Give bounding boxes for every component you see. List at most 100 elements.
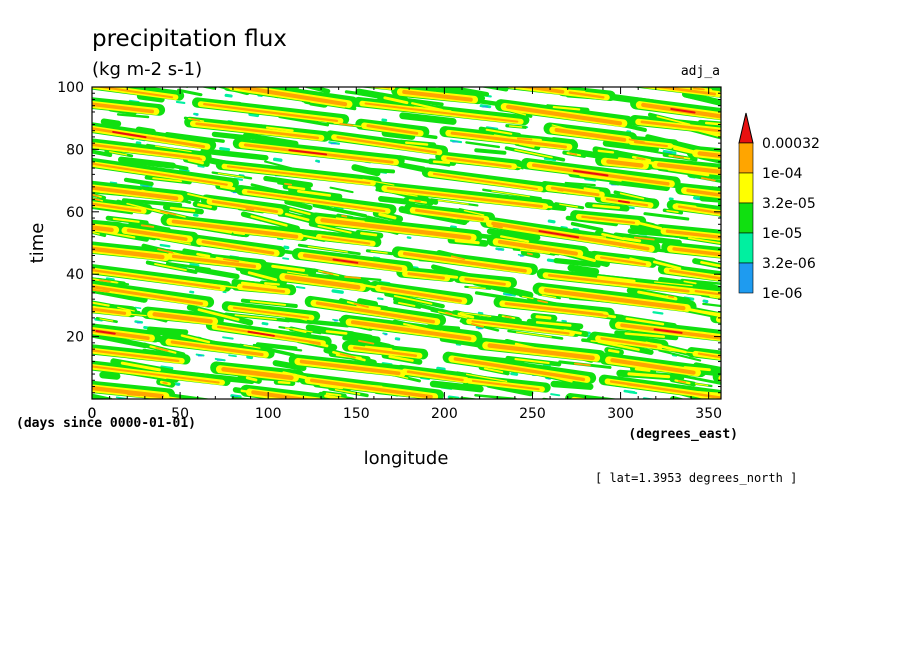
- field-streak: [100, 118, 122, 127]
- field-streak: [595, 313, 609, 317]
- field-streak: [264, 282, 280, 286]
- field-streak: [307, 245, 348, 253]
- field-streak: [284, 182, 293, 186]
- field-streak: [526, 492, 661, 507]
- field-streak: [535, 321, 572, 327]
- field-streak: [134, 320, 144, 324]
- field-streak: [710, 186, 721, 194]
- field-streak: [238, 81, 243, 82]
- field-streak: [242, 285, 286, 293]
- field-streak: [549, 80, 579, 83]
- field-streak: [398, 155, 451, 167]
- field-streak: [375, 467, 526, 488]
- field-streak: [517, 253, 525, 257]
- field-streak: [462, 423, 550, 437]
- field-streak: [677, 380, 687, 384]
- field-streak: [282, 257, 290, 260]
- field-streak: [553, 258, 601, 268]
- field-streak: [702, 302, 721, 308]
- field-streak: [617, 200, 630, 204]
- field-streak: [216, 59, 328, 74]
- field-streak: [510, 372, 519, 376]
- field-streak: [92, 102, 155, 114]
- field-streak: [323, 0, 474, 20]
- field-streak: [92, 225, 114, 233]
- field-streak: [74, 4, 212, 23]
- field-streak: [238, 174, 245, 177]
- field-streak: [317, 224, 352, 234]
- field-streak: [724, 152, 732, 153]
- field-streak: [200, 87, 217, 90]
- field-streak: [295, 285, 306, 289]
- field-streak: [712, 371, 721, 383]
- field-streak: [322, 404, 334, 406]
- field-streak: [535, 75, 584, 83]
- field-streak: [168, 82, 183, 86]
- field-streak: [653, 328, 683, 334]
- field-streak: [332, 258, 359, 264]
- field-streak: [560, 226, 568, 230]
- field-streak: [450, 225, 457, 230]
- field-streak: [230, 394, 242, 399]
- field-streak: [190, 82, 200, 84]
- field-streak: [166, 396, 181, 399]
- field-streak: [627, 372, 671, 379]
- field-streak: [497, 239, 578, 256]
- field-streak: [245, 208, 255, 211]
- field-streak: [325, 330, 348, 335]
- field-streak: [415, 63, 436, 67]
- field-streak: [364, 102, 519, 123]
- field-streak: [588, 459, 657, 469]
- y-tick-label: 40: [66, 267, 84, 283]
- field-streak: [211, 200, 279, 214]
- field-streak: [731, 299, 763, 304]
- field-streak: [431, 34, 569, 53]
- field-streak: [204, 282, 240, 289]
- field-streak: [309, 378, 433, 399]
- y-tick-label: 100: [57, 80, 84, 96]
- field-streak: [171, 219, 299, 239]
- field-streak: [726, 127, 731, 128]
- field-streak: [92, 185, 179, 201]
- field-streak: [360, 232, 378, 237]
- field-streak: [541, 397, 553, 399]
- field-streak: [378, 212, 397, 220]
- field-streak: [607, 349, 620, 354]
- field-streak: [117, 156, 176, 169]
- field-streak: [92, 202, 142, 213]
- field-streak: [144, 0, 245, 1]
- field-streak: [454, 239, 480, 245]
- field-streak: [683, 366, 711, 372]
- field-streak: [406, 98, 444, 107]
- field-streak: [412, 407, 420, 409]
- field-streak: [619, 192, 645, 200]
- field-streak: [538, 230, 580, 239]
- field-streak: [247, 190, 386, 213]
- field-streak: [392, 69, 493, 82]
- field-streak: [92, 332, 148, 349]
- field-streak: [652, 260, 682, 270]
- field-streak: [320, 218, 472, 240]
- field-streak: [683, 392, 710, 399]
- y-tick-label: 60: [66, 205, 84, 221]
- field-streak: [235, 264, 280, 279]
- field-streak: [641, 40, 751, 55]
- field-streak: [600, 337, 658, 348]
- field-streak: [728, 324, 733, 325]
- field-streak: [209, 58, 336, 73]
- field-streak: [333, 206, 344, 211]
- field-streak: [344, 275, 362, 280]
- field-streak: [570, 221, 604, 232]
- field-streak: [656, 408, 700, 415]
- field-streak: [581, 457, 664, 467]
- field-streak: [471, 320, 570, 335]
- field-streak: [393, 291, 407, 295]
- y-tick-label: 80: [66, 142, 84, 158]
- field-streak: [437, 199, 469, 205]
- field-streak: [484, 23, 623, 41]
- field-streak: [250, 183, 310, 200]
- field-streak: [287, 185, 306, 191]
- field-streak: [505, 104, 623, 126]
- field-streak: [478, 79, 511, 82]
- field-streak: [289, 232, 318, 240]
